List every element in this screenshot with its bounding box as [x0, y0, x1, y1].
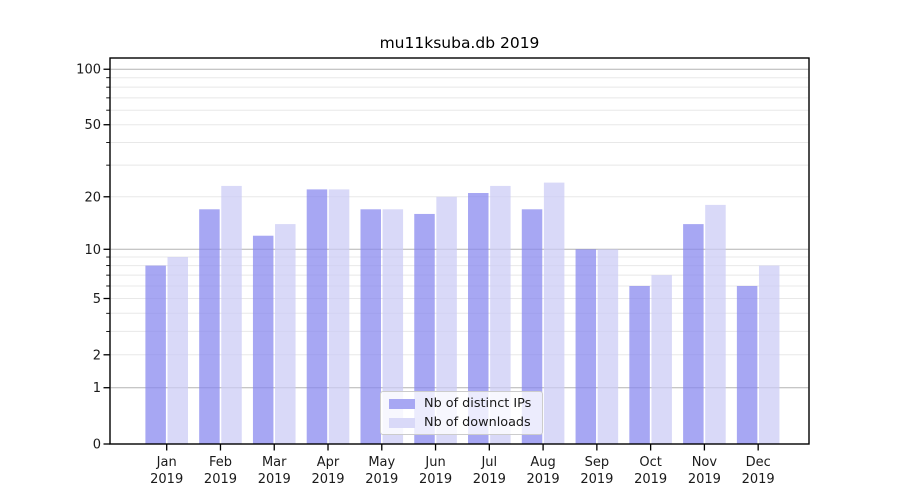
y-tick-label: 0: [93, 438, 101, 453]
x-tick-label-year: 2019: [365, 472, 398, 487]
bar-downloads-nov: [705, 204, 726, 444]
x-tick-label-year: 2019: [473, 472, 506, 487]
chart-title: mu11ksuba.db 2019: [379, 34, 540, 52]
legend: Nb of distinct IPs Nb of downloads: [380, 391, 543, 435]
x-tick-label-month: Mar: [262, 455, 287, 470]
bar-downloads-sep: [597, 249, 619, 444]
bar-distinct-ips-apr: [306, 189, 328, 444]
x-tick-label-month: Jul: [480, 455, 497, 470]
bar-distinct-ips-jul: [468, 193, 489, 444]
x-tick-label-month: Dec: [746, 455, 771, 470]
x-tick-label-month: Nov: [692, 455, 718, 470]
y-tick-label: 20: [84, 190, 101, 205]
legend-swatch-distinct-ips: [389, 398, 415, 409]
x-tick-label-year: 2019: [204, 472, 237, 487]
x-tick-label-year: 2019: [419, 472, 452, 487]
x-tick-label-month: Jun: [424, 455, 445, 470]
bar-distinct-ips-nov: [683, 224, 704, 444]
legend-label-distinct-ips: Nb of distinct IPs: [424, 396, 532, 411]
y-tick-label: 10: [84, 243, 101, 258]
bar-downloads-jun: [436, 196, 457, 444]
legend-label-downloads: Nb of downloads: [424, 415, 531, 430]
x-tick-label-year: 2019: [742, 472, 775, 487]
bar-distinct-ips-mar: [252, 235, 274, 444]
y-tick-label: 1: [93, 381, 101, 396]
legend-item-downloads: Nb of downloads: [389, 415, 536, 430]
bar-downloads-oct: [651, 275, 672, 444]
bar-distinct-ips-jan: [145, 265, 166, 444]
x-tick-label-month: Jan: [156, 455, 177, 470]
y-tick-label: 5: [93, 292, 101, 307]
bar-downloads-jan: [167, 257, 188, 444]
bar-distinct-ips-dec: [736, 285, 758, 444]
x-tick-label-year: 2019: [580, 472, 613, 487]
x-tick-label-month: Aug: [530, 455, 555, 470]
x-tick-label-year: 2019: [258, 472, 291, 487]
bar-downloads-may: [382, 209, 404, 444]
y-tick-label: 2: [93, 348, 101, 363]
bar-downloads-feb: [221, 185, 242, 445]
x-tick-label-year: 2019: [150, 472, 183, 487]
legend-swatch-downloads: [389, 417, 415, 428]
x-tick-label-year: 2019: [634, 472, 667, 487]
bar-downloads-mar: [275, 224, 296, 444]
bar-downloads-aug: [543, 182, 565, 445]
bar-distinct-ips-jun: [414, 213, 435, 444]
x-tick-label-month: May: [368, 455, 395, 470]
bar-distinct-ips-oct: [629, 285, 650, 444]
bar-distinct-ips-may: [360, 209, 381, 444]
bar-distinct-ips-aug: [521, 209, 543, 444]
x-tick-label-year: 2019: [311, 472, 344, 487]
x-tick-label-month: Sep: [585, 455, 610, 470]
bar-downloads-apr: [328, 189, 350, 444]
x-tick-label-month: Oct: [639, 455, 661, 470]
x-tick-label-year: 2019: [688, 472, 721, 487]
y-tick-label: 50: [84, 118, 101, 133]
x-tick-label-month: Feb: [209, 455, 232, 470]
plot-frame: [109, 57, 810, 445]
bar-distinct-ips-sep: [575, 249, 597, 444]
y-tick-label: 100: [76, 63, 101, 78]
legend-item-distinct-ips: Nb of distinct IPs: [389, 396, 536, 411]
x-tick-label-year: 2019: [527, 472, 560, 487]
bar-distinct-ips-feb: [199, 209, 220, 444]
bar-downloads-dec: [758, 265, 780, 444]
x-tick-label-month: Apr: [317, 455, 340, 470]
bar-downloads-jul: [490, 185, 511, 445]
